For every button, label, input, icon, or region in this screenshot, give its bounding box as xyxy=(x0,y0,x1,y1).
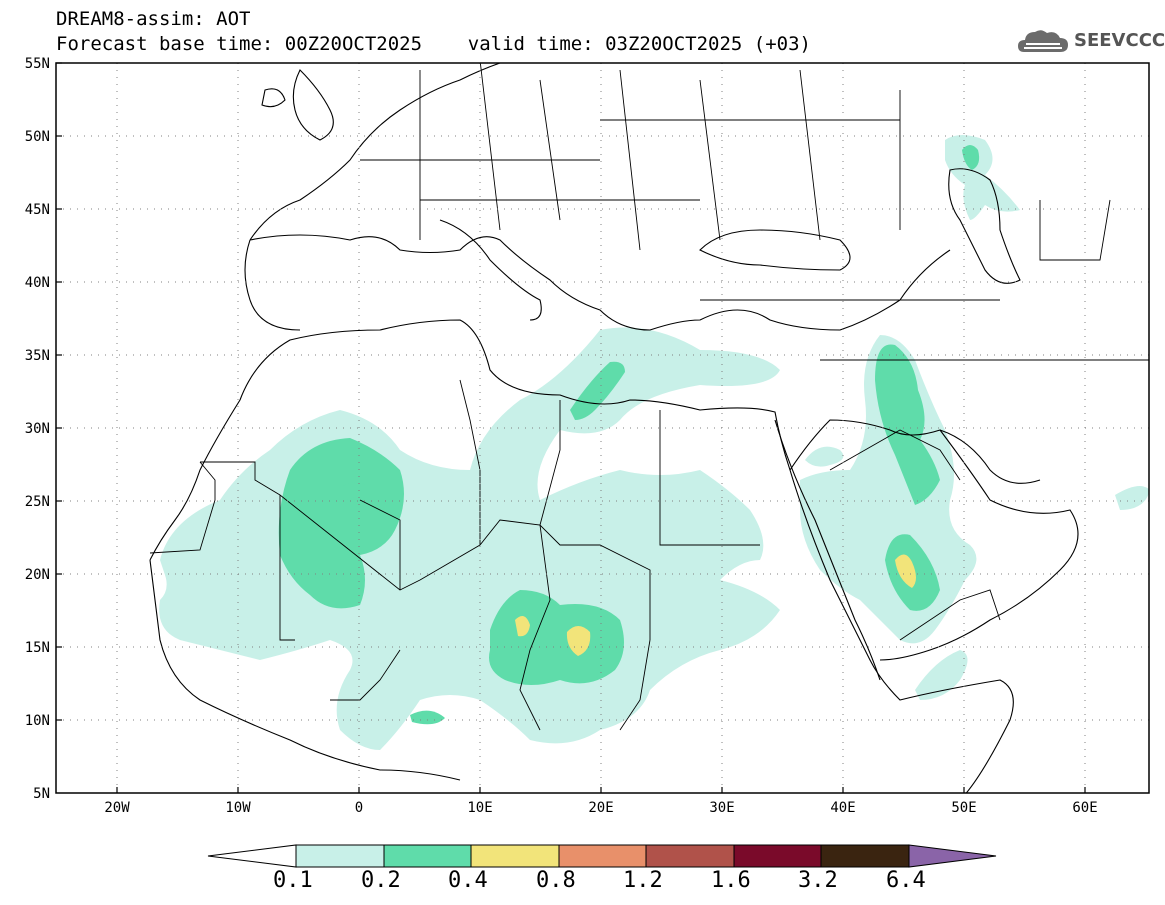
longitude-labels: 20W 10W 0 10E 20E 30E 40E 50E 60E xyxy=(104,800,1097,816)
lon-label: 50E xyxy=(951,800,976,816)
lat-label: 55N xyxy=(25,56,50,72)
latitude-labels: 55N 50N 45N 40N 35N 30N 25N 20N 15N 10N … xyxy=(25,56,50,802)
colorbar-swatch xyxy=(733,844,822,868)
colorbar-label: 1.2 xyxy=(623,868,663,893)
lat-label: 10N xyxy=(25,713,50,729)
lon-label: 10W xyxy=(225,800,251,816)
colorbar-label: 3.2 xyxy=(798,868,838,893)
colorbar-label: 1.6 xyxy=(711,868,751,893)
lat-label: 5N xyxy=(33,786,50,802)
lat-label: 25N xyxy=(25,494,50,510)
colorbar-swatch xyxy=(820,844,910,868)
map-title: DREAM8-assim: AOT xyxy=(56,8,251,30)
lon-label: 60E xyxy=(1072,800,1097,816)
colorbar-swatch xyxy=(383,844,472,868)
lat-label: 40N xyxy=(25,275,50,291)
aot-field xyxy=(149,63,1149,793)
colorbar-under-arrow xyxy=(207,844,297,868)
aot-level-0.4 xyxy=(515,554,916,656)
grid-lines xyxy=(56,63,1149,793)
lon-label: 20W xyxy=(104,800,130,816)
colorbar-label: 0.8 xyxy=(536,868,576,893)
colorbar-label: 0.1 xyxy=(273,868,313,893)
lat-label: 45N xyxy=(25,202,50,218)
lat-label: 15N xyxy=(25,640,50,656)
lat-label: 30N xyxy=(25,421,50,437)
colorbar-label: 0.2 xyxy=(361,868,401,893)
lon-label: 20E xyxy=(588,800,613,816)
seevccc-logo: SEEVCCC xyxy=(1016,24,1165,60)
lat-label: 50N xyxy=(25,129,50,145)
forecast-times: Forecast base time: 00Z20OCT2025 valid t… xyxy=(56,33,811,55)
colorbar-swatch xyxy=(295,844,385,868)
country-borders xyxy=(149,63,1149,731)
lon-label: 0 xyxy=(355,800,363,816)
logo-text: SEEVCCC xyxy=(1074,30,1165,51)
lon-label: 10E xyxy=(467,800,492,816)
aot-level-0.1 xyxy=(159,135,1149,750)
colorbar-over-arrow xyxy=(908,844,997,868)
colorbar-label: 0.4 xyxy=(448,868,488,893)
colorbar xyxy=(207,844,997,868)
lat-label: 20N xyxy=(25,567,50,583)
lon-label: 40E xyxy=(830,800,855,816)
colorbar-swatch xyxy=(645,844,735,868)
colorbar-swatch xyxy=(558,844,647,868)
colorbar-swatch xyxy=(470,844,560,868)
cloud-icon xyxy=(1018,30,1068,52)
axis-ticks xyxy=(56,62,1086,793)
coastlines xyxy=(149,63,1079,793)
lat-label: 35N xyxy=(25,348,50,364)
colorbar-label: 6.4 xyxy=(886,868,926,893)
lon-label: 30E xyxy=(709,800,734,816)
